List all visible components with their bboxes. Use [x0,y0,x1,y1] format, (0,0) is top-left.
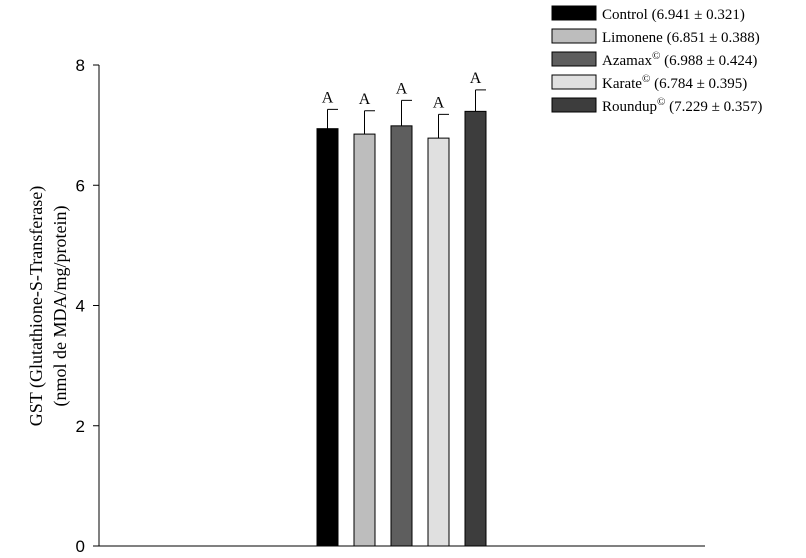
legend-swatch-control [551,5,597,21]
legend-superscript: © [642,73,650,85]
bar-karate [427,137,450,547]
legend-stats: (6.941 ± 0.321) [648,7,745,23]
legend-superscript: © [657,96,665,108]
y-axis-label-line1: GST (Glutathione-S-Transferase) [26,186,47,426]
significance-letter-karate: A [433,94,445,111]
legend-label-karate: Karate© (6.784 ± 0.395) [602,73,747,92]
bar-roundup [464,110,487,547]
legend-name: Karate [602,76,642,92]
significance-letter-limonene: A [359,91,371,108]
axes: 0 2 4 6 8 [76,56,705,556]
legend-label-control: Control (6.941 ± 0.321) [602,7,745,23]
legend-name: Control [602,7,648,23]
legend: Control (6.941 ± 0.321) Limonene (6.851 ±… [551,5,762,115]
legend-swatch-limonene [551,28,597,44]
significance-letter-azamax: A [396,80,408,97]
legend-label-limonene: Limonene (6.851 ± 0.388) [602,30,760,46]
legend-stats: (6.988 ± 0.424) [660,53,757,69]
bar-control [316,128,339,547]
legend-swatch-azamax [551,51,597,67]
legend-stats: (6.784 ± 0.395) [650,76,747,92]
legend-stats: (6.851 ± 0.388) [663,30,760,46]
y-tick-label-8: 8 [76,56,85,75]
legend-superscript: © [652,50,660,62]
significance-letter-roundup: A [470,70,482,87]
y-axis-label-line2: (nmol de MDA/mg/protein) [50,206,71,407]
legend-swatch-roundup [551,97,597,113]
legend-label-roundup: Roundup© (7.229 ± 0.357) [602,96,762,115]
legend-label-azamax: Azamax© (6.988 ± 0.424) [602,50,757,69]
bar-azamax [390,125,413,547]
y-tick-label-4: 4 [76,297,85,316]
legend-swatch-karate [551,74,597,90]
legend-stats: (7.229 ± 0.357) [665,99,762,115]
y-tick-label-0: 0 [76,537,85,556]
y-tick-label-6: 6 [76,176,85,195]
legend-name: Roundup [602,99,657,115]
legend-name: Azamax [602,53,652,69]
y-tick-label-2: 2 [76,417,85,436]
legend-name: Limonene [602,30,663,46]
bars: A A A A A [316,70,487,547]
significance-letter-control: A [322,89,334,106]
bar-limonene [353,133,376,547]
